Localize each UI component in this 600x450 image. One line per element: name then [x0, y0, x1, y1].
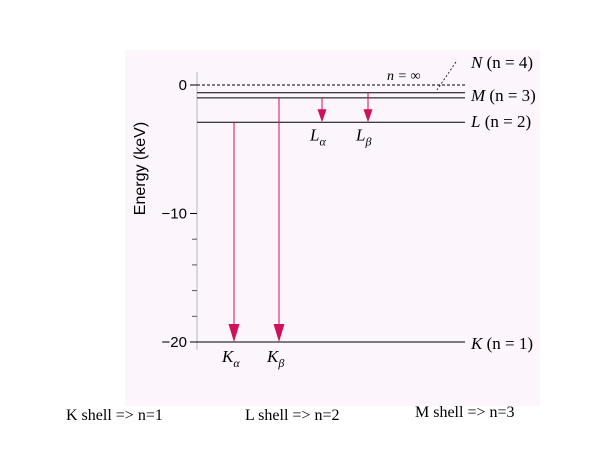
- y-tick-label: −10: [162, 206, 187, 223]
- transition-label-K-beta: Kβ: [266, 347, 284, 370]
- diagram-svg: 0 −10 −20 Energy (keV) n = ∞ N (n = 4) M (n =…: [132, 53, 536, 370]
- arrow-head-K-alpha: [228, 324, 240, 342]
- transitions: Kα Kβ Lα Lβ: [221, 92, 373, 370]
- level-label-n-infinity: n = ∞: [387, 69, 420, 84]
- transition-label-K-alpha: Kα: [221, 347, 240, 370]
- y-tick-label: 0: [179, 77, 187, 94]
- caption-m-shell: M shell => n=3: [415, 404, 515, 421]
- y-tick-label: −20: [162, 334, 187, 351]
- energy-level-diagram: 0 −10 −20 Energy (keV) n = ∞ N (n = 4) M (n =…: [125, 50, 540, 406]
- shell-label-L: L (n = 2): [470, 112, 531, 131]
- energy-levels: n = ∞ N (n = 4) M (n = 3) L (n = 2) K (n = 1…: [197, 53, 536, 353]
- arrow-head-L-beta: [363, 109, 373, 123]
- transition-label-L-alpha: Lα: [309, 125, 326, 148]
- arrow-head-L-alpha: [317, 109, 327, 123]
- transition-label-L-beta: Lβ: [355, 125, 371, 148]
- arrow-head-K-beta: [273, 324, 285, 342]
- y-axis: 0 −10 −20 Energy (keV): [132, 72, 198, 351]
- shell-label-K: K (n = 1): [470, 334, 533, 353]
- n-leader-line: [436, 61, 457, 91]
- caption-k-shell: K shell => n=1: [66, 407, 163, 424]
- caption-l-shell: L shell => n=2: [245, 407, 340, 424]
- shell-label-N: N (n = 4): [470, 53, 533, 72]
- shell-label-M: M (n = 3): [470, 86, 536, 105]
- y-axis-title: Energy (keV): [132, 122, 149, 215]
